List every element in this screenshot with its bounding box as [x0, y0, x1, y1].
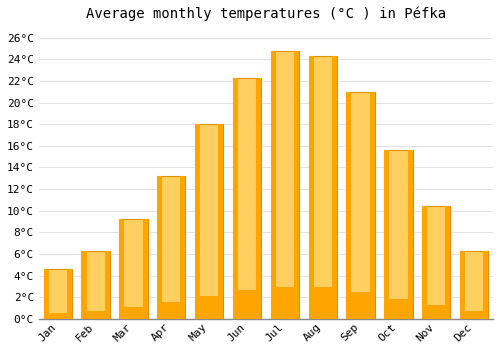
Bar: [308, 56, 314, 319]
Bar: [483, 251, 488, 319]
Bar: [233, 290, 261, 319]
Bar: [346, 92, 352, 319]
Bar: [256, 78, 261, 319]
Bar: [384, 150, 390, 319]
Bar: [218, 124, 224, 319]
Bar: [157, 176, 162, 319]
Bar: [82, 251, 86, 319]
Bar: [142, 219, 148, 319]
Bar: [460, 311, 488, 319]
Bar: [460, 251, 488, 319]
Bar: [157, 176, 186, 319]
Bar: [233, 78, 238, 319]
Bar: [446, 206, 450, 319]
Title: Average monthly temperatures (°C ) in Péfka: Average monthly temperatures (°C ) in Pé…: [86, 7, 446, 21]
Bar: [408, 150, 412, 319]
Bar: [346, 92, 375, 319]
Bar: [157, 302, 186, 319]
Bar: [44, 313, 72, 319]
Bar: [332, 56, 337, 319]
Bar: [422, 206, 450, 319]
Bar: [308, 287, 337, 319]
Bar: [82, 251, 110, 319]
Bar: [346, 292, 375, 319]
Bar: [270, 287, 299, 319]
Bar: [44, 269, 49, 319]
Bar: [119, 219, 148, 319]
Bar: [104, 251, 110, 319]
Bar: [384, 150, 412, 319]
Bar: [308, 56, 337, 319]
Bar: [180, 176, 186, 319]
Bar: [233, 78, 261, 319]
Bar: [195, 124, 200, 319]
Bar: [460, 251, 465, 319]
Bar: [422, 306, 450, 319]
Bar: [119, 219, 124, 319]
Bar: [67, 269, 72, 319]
Bar: [119, 307, 148, 319]
Bar: [270, 51, 299, 319]
Bar: [270, 51, 276, 319]
Bar: [422, 206, 427, 319]
Bar: [195, 124, 224, 319]
Bar: [195, 295, 224, 319]
Bar: [82, 311, 110, 319]
Bar: [294, 51, 299, 319]
Bar: [44, 269, 72, 319]
Bar: [370, 92, 375, 319]
Bar: [384, 299, 412, 319]
